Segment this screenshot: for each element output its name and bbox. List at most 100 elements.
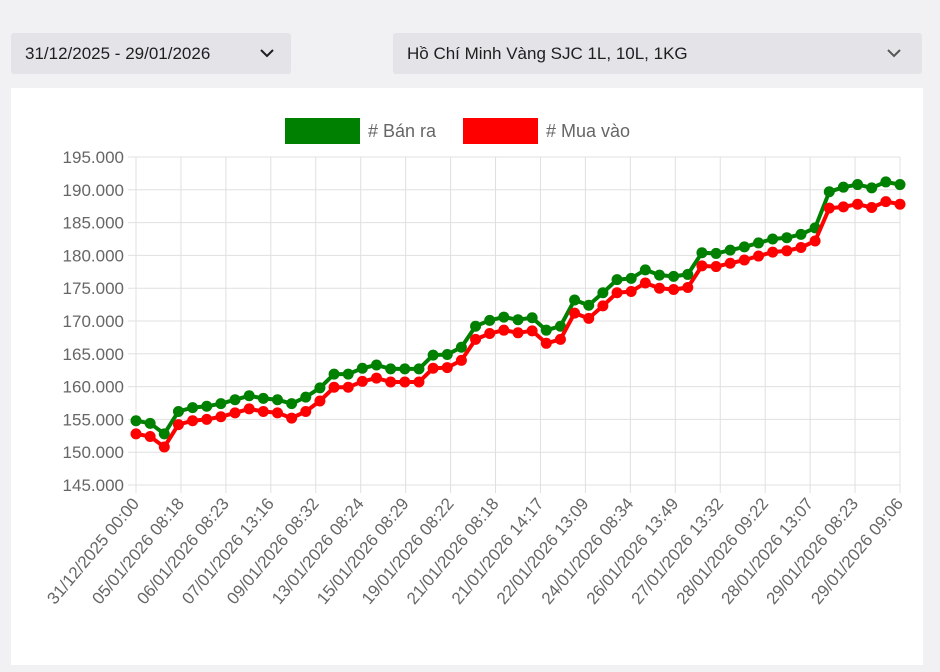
data-point [767, 233, 779, 245]
data-point [455, 341, 467, 353]
data-point [484, 314, 496, 326]
data-point [597, 300, 609, 312]
data-point [540, 337, 552, 349]
data-point [300, 406, 312, 418]
data-point [795, 242, 807, 254]
data-point [554, 320, 566, 332]
data-point [653, 269, 665, 281]
data-point [356, 362, 368, 374]
data-point [795, 228, 807, 240]
data-point [724, 257, 736, 269]
data-point [229, 394, 241, 406]
data-point [215, 411, 227, 423]
data-point [257, 406, 269, 418]
data-point [625, 272, 637, 284]
data-point [229, 407, 241, 419]
data-point [286, 412, 298, 424]
data-point [724, 244, 736, 256]
y-tick-label: 170.000 [63, 312, 124, 331]
data-point [823, 186, 835, 198]
data-point [583, 299, 595, 311]
data-point [243, 403, 255, 415]
data-point [498, 324, 510, 336]
data-point [639, 264, 651, 276]
data-point [413, 363, 425, 375]
data-point [767, 246, 779, 258]
data-point [569, 294, 581, 306]
data-point [837, 181, 849, 193]
data-point [201, 400, 213, 412]
data-point [187, 402, 199, 414]
data-point [781, 245, 793, 257]
data-point [597, 287, 609, 299]
data-point [753, 237, 765, 249]
data-point [215, 398, 227, 410]
data-point [498, 311, 510, 323]
data-point [823, 202, 835, 214]
chevron-down-icon [887, 49, 901, 58]
date-range-value: 31/12/2025 - 29/01/2026 [25, 43, 211, 63]
data-point [257, 392, 269, 404]
data-point [187, 415, 199, 427]
data-point [809, 235, 821, 247]
data-point [130, 428, 142, 440]
data-point [512, 314, 524, 326]
data-point [484, 327, 496, 339]
y-tick-label: 190.000 [63, 181, 124, 200]
data-point [441, 348, 453, 360]
data-point [653, 282, 665, 294]
data-point [130, 415, 142, 427]
data-point [682, 282, 694, 294]
data-point [682, 268, 694, 280]
product-value: Hồ Chí Minh Vàng SJC 1L, 10L, 1KG [407, 43, 688, 63]
data-point [385, 376, 397, 388]
price-chart: 145.000 150.000 155.000 160.000 165.000 170.0… [43, 118, 907, 608]
data-point [385, 363, 397, 375]
data-point [342, 381, 354, 393]
chart-card: 145.000 150.000 155.000 160.000 165.000 170.0… [11, 88, 923, 665]
date-range-select[interactable]: 31/12/2025 - 29/01/2026 [11, 33, 291, 74]
y-tick-label: 185.000 [63, 214, 124, 233]
data-point [271, 394, 283, 406]
legend-label: # Mua vào [546, 121, 630, 141]
data-point [710, 247, 722, 259]
data-point [158, 441, 170, 453]
data-point [837, 201, 849, 213]
data-point [271, 407, 283, 419]
data-point [413, 376, 425, 388]
data-point [144, 430, 156, 442]
data-point [866, 182, 878, 194]
data-point [696, 247, 708, 259]
data-point [371, 359, 383, 371]
data-point [611, 287, 623, 299]
data-point [342, 368, 354, 380]
data-point [371, 372, 383, 384]
data-point [894, 198, 906, 210]
chevron-down-icon [260, 49, 274, 58]
data-point [569, 307, 581, 319]
data-point [300, 391, 312, 403]
data-point [328, 368, 340, 380]
y-tick-label: 175.000 [63, 279, 124, 298]
data-point [639, 277, 651, 289]
data-point [540, 324, 552, 336]
data-point [753, 250, 765, 262]
data-point [427, 349, 439, 361]
legend-label: # Bán ra [368, 121, 437, 141]
data-point [554, 333, 566, 345]
data-point [781, 232, 793, 244]
data-point [710, 261, 722, 273]
y-tick-label: 145.000 [63, 476, 124, 495]
data-point [441, 362, 453, 374]
data-point [144, 417, 156, 429]
data-point [399, 376, 411, 388]
data-point [314, 395, 326, 407]
data-point [356, 375, 368, 387]
data-point [880, 196, 892, 208]
y-tick-label: 160.000 [63, 378, 124, 397]
data-point [243, 390, 255, 402]
data-point [611, 274, 623, 286]
data-point [399, 363, 411, 375]
data-point [738, 254, 750, 266]
product-select[interactable]: Hồ Chí Minh Vàng SJC 1L, 10L, 1KG [393, 33, 922, 74]
